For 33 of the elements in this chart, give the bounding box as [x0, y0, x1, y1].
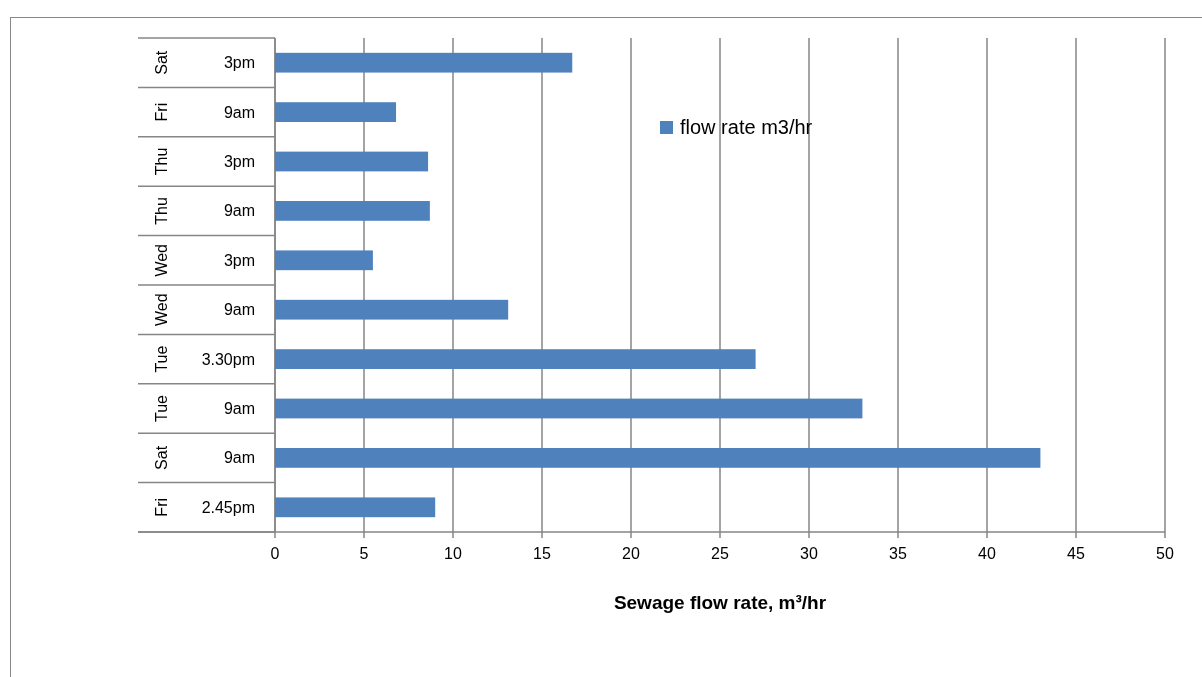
bar [275, 299, 509, 320]
x-tick-label: 45 [1067, 545, 1085, 562]
bar [275, 349, 756, 369]
bar [275, 448, 1041, 468]
category-label: Thu 9am [152, 197, 255, 225]
bar [275, 102, 397, 122]
x-tick-label: 40 [978, 545, 996, 562]
x-axis-title: Sewage flow rate, m³/hr [613, 592, 827, 613]
x-tick-label: 10 [444, 545, 462, 562]
category-label: Sat 9am [152, 445, 255, 470]
x-tick-label: 0 [270, 545, 280, 562]
category-label: Thu 3pm [152, 147, 255, 176]
x-tick-label: 35 [889, 545, 907, 562]
category-label: Tue 9am [152, 395, 255, 422]
bar [275, 497, 436, 518]
x-tick-label: 30 [800, 545, 818, 562]
category-label: Fri 2.45pm [152, 497, 255, 517]
category-label: Wed 9am [152, 293, 255, 326]
category-label: Wed 3pm [152, 244, 255, 277]
category-label: Sat 3pm [152, 50, 255, 75]
bar [275, 398, 863, 419]
x-tick-label: 25 [711, 545, 729, 562]
bar [275, 151, 429, 172]
category-label: Tue 3.30pm [152, 345, 255, 373]
bar [275, 52, 573, 73]
x-tick-label: 15 [533, 545, 551, 562]
bar [275, 250, 373, 271]
x-tick-label: 20 [622, 545, 640, 562]
category-label: Fri 9am [152, 102, 255, 122]
x-tick-label: 5 [359, 545, 369, 562]
bar [275, 201, 430, 221]
legend-label: flow rate m3/hr [680, 116, 813, 138]
x-tick-label: 50 [1156, 545, 1174, 562]
